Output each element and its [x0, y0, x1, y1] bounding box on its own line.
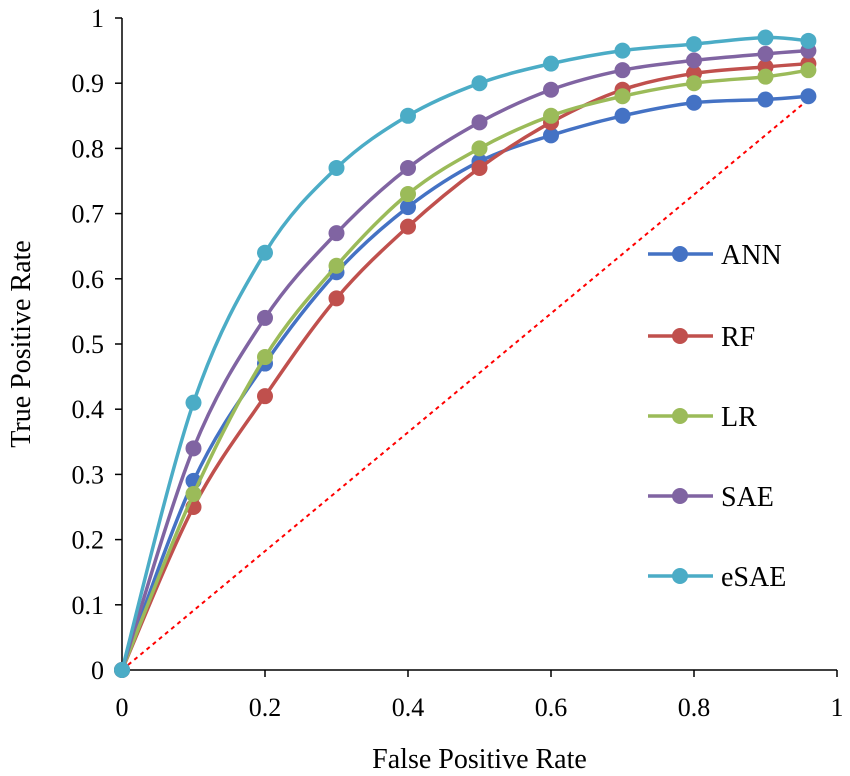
- legend-marker-rf: [672, 328, 688, 344]
- data-point-esae: [257, 244, 273, 261]
- y-tick-label: 0.3: [72, 460, 105, 489]
- data-point-esae: [185, 394, 202, 411]
- y-tick-label: 0.9: [72, 69, 105, 98]
- data-point-esae: [614, 42, 631, 59]
- x-ticks: 0 0.2 0.4 0.6 0.8 1: [116, 670, 844, 722]
- x-tick-label: 0.6: [535, 693, 568, 722]
- data-point-ann: [757, 91, 774, 108]
- data-point-ann: [614, 107, 631, 124]
- data-point-ann: [543, 127, 559, 144]
- data-point-lr: [185, 485, 202, 502]
- legend-item-rf: RF: [648, 322, 755, 353]
- data-point-lr: [471, 140, 488, 157]
- y-tick-label: 0.2: [72, 526, 105, 555]
- series-ann: [114, 88, 817, 678]
- legend-label-rf: RF: [721, 322, 755, 353]
- data-point-esae: [400, 107, 416, 124]
- y-axis-title: True Positive Rate: [6, 240, 37, 447]
- data-point-sae: [257, 309, 273, 326]
- y-tick-label: 0.7: [72, 200, 105, 229]
- data-point-esae: [471, 75, 488, 92]
- legend-item-lr: LR: [648, 402, 757, 433]
- data-point-esae: [543, 55, 559, 72]
- data-point-ann: [800, 88, 817, 105]
- y-tick-label: 1: [91, 4, 104, 33]
- data-point-rf: [400, 218, 416, 235]
- legend-label-sae: SAE: [721, 482, 774, 513]
- data-point-lr: [686, 75, 702, 92]
- data-point-esae: [328, 159, 345, 176]
- series-group: [114, 29, 817, 678]
- x-axis-title: False Positive Rate: [372, 744, 587, 775]
- data-point-lr: [757, 68, 774, 85]
- data-point-esae: [114, 662, 130, 678]
- y-tick-label: 0.6: [72, 265, 105, 294]
- data-point-sae: [400, 159, 416, 176]
- data-point-rf: [471, 159, 488, 176]
- data-point-sae: [614, 62, 631, 79]
- legend-marker-esae: [672, 568, 688, 584]
- x-tick-label: 0.2: [249, 693, 282, 722]
- series-lr: [114, 62, 817, 678]
- legend-label-lr: LR: [721, 402, 757, 433]
- data-point-sae: [471, 114, 488, 131]
- x-tick-label: 0.4: [392, 693, 425, 722]
- legend-marker-ann: [672, 246, 688, 262]
- data-point-sae: [543, 81, 559, 98]
- y-tick-label: 0.8: [72, 134, 105, 163]
- data-point-sae: [328, 225, 345, 242]
- data-point-sae: [757, 45, 774, 62]
- legend-label-esae: eSAE: [721, 562, 786, 593]
- data-point-lr: [328, 257, 345, 274]
- data-point-esae: [757, 29, 774, 46]
- series-line-lr: [120, 68, 809, 671]
- data-point-lr: [257, 349, 273, 366]
- data-point-sae: [686, 52, 702, 69]
- data-point-esae: [800, 32, 817, 49]
- data-point-lr: [400, 186, 416, 203]
- series-esae: [114, 29, 817, 678]
- data-point-rf: [257, 388, 273, 405]
- series-sae: [114, 42, 817, 678]
- x-tick-label: 0.8: [678, 693, 711, 722]
- data-point-ann: [400, 199, 416, 216]
- data-point-ann: [686, 94, 702, 111]
- data-point-lr: [614, 88, 631, 105]
- legend-item-esae: eSAE: [648, 562, 786, 593]
- legend: ANN RF LR SAE eSAE: [648, 240, 786, 593]
- legend-label-ann: ANN: [721, 240, 782, 271]
- y-tick-label: 0: [91, 656, 104, 685]
- x-tick-label: 1: [831, 693, 844, 722]
- legend-marker-sae: [672, 488, 688, 504]
- y-tick-label: 0.1: [72, 591, 105, 620]
- data-point-sae: [185, 440, 202, 457]
- x-tick-label: 0: [116, 693, 129, 722]
- legend-item-ann: ANN: [648, 240, 782, 271]
- y-ticks: 0 0.1 0.2 0.3 0.4 0.5 0.6 0.7 0.8 0.9 1: [72, 4, 122, 685]
- y-tick-label: 0.5: [72, 330, 105, 359]
- y-tick-label: 0.4: [72, 395, 105, 424]
- data-point-rf: [328, 290, 345, 307]
- legend-item-sae: SAE: [648, 482, 774, 513]
- data-point-lr: [543, 107, 559, 124]
- series-rf: [114, 55, 817, 678]
- data-point-lr: [800, 62, 817, 79]
- legend-marker-lr: [672, 408, 688, 424]
- data-point-esae: [686, 36, 702, 53]
